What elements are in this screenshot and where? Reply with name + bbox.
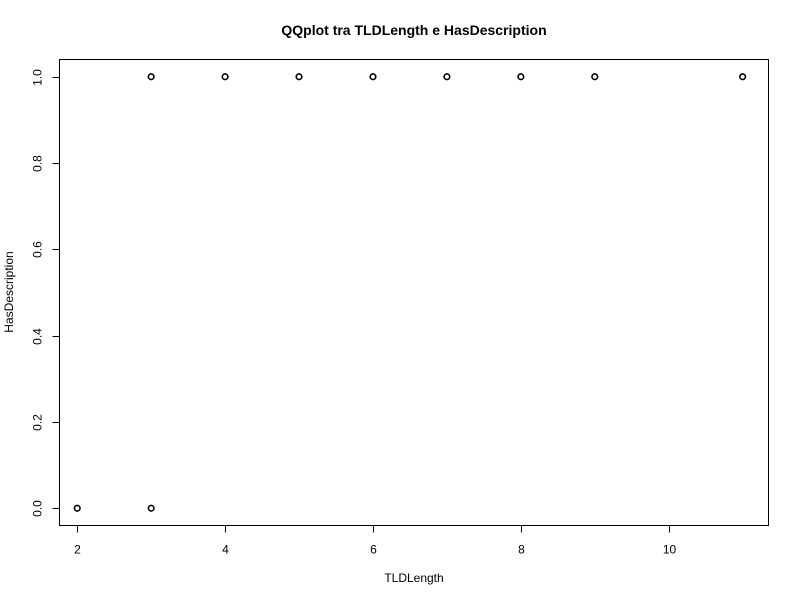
x-tick-label: 8 bbox=[518, 543, 525, 557]
data-point bbox=[369, 73, 377, 81]
y-tick-label: 0.6 bbox=[31, 241, 45, 258]
plot-area-border bbox=[59, 59, 769, 526]
data-point bbox=[221, 73, 229, 81]
data-points bbox=[73, 73, 747, 512]
y-axis-label: HasDescription bbox=[2, 251, 16, 332]
data-point bbox=[73, 504, 81, 512]
data-point bbox=[147, 73, 155, 81]
y-axis: 0.0 0.2 0.4 0.6 0.8 1.0 bbox=[31, 69, 60, 517]
y-tick-label: 0.0 bbox=[31, 500, 45, 517]
x-tick-label: 6 bbox=[370, 543, 377, 557]
x-axis-label: TLDLength bbox=[384, 571, 443, 585]
y-tick-label: 1.0 bbox=[31, 69, 45, 86]
x-tick-label: 4 bbox=[222, 543, 229, 557]
data-point bbox=[295, 73, 303, 81]
y-tick-label: 0.4 bbox=[31, 328, 45, 345]
y-tick-label: 0.2 bbox=[31, 414, 45, 431]
y-tick-label: 0.8 bbox=[31, 155, 45, 172]
x-axis: 2 4 6 8 10 bbox=[74, 525, 677, 557]
data-point bbox=[147, 504, 155, 512]
x-tick-label: 2 bbox=[74, 543, 81, 557]
data-point bbox=[591, 73, 599, 81]
data-point bbox=[443, 73, 451, 81]
x-tick-label: 10 bbox=[663, 543, 677, 557]
data-point bbox=[517, 73, 525, 81]
chart-title: QQplot tra TLDLength e HasDescription bbox=[281, 22, 546, 38]
data-point bbox=[739, 73, 747, 81]
